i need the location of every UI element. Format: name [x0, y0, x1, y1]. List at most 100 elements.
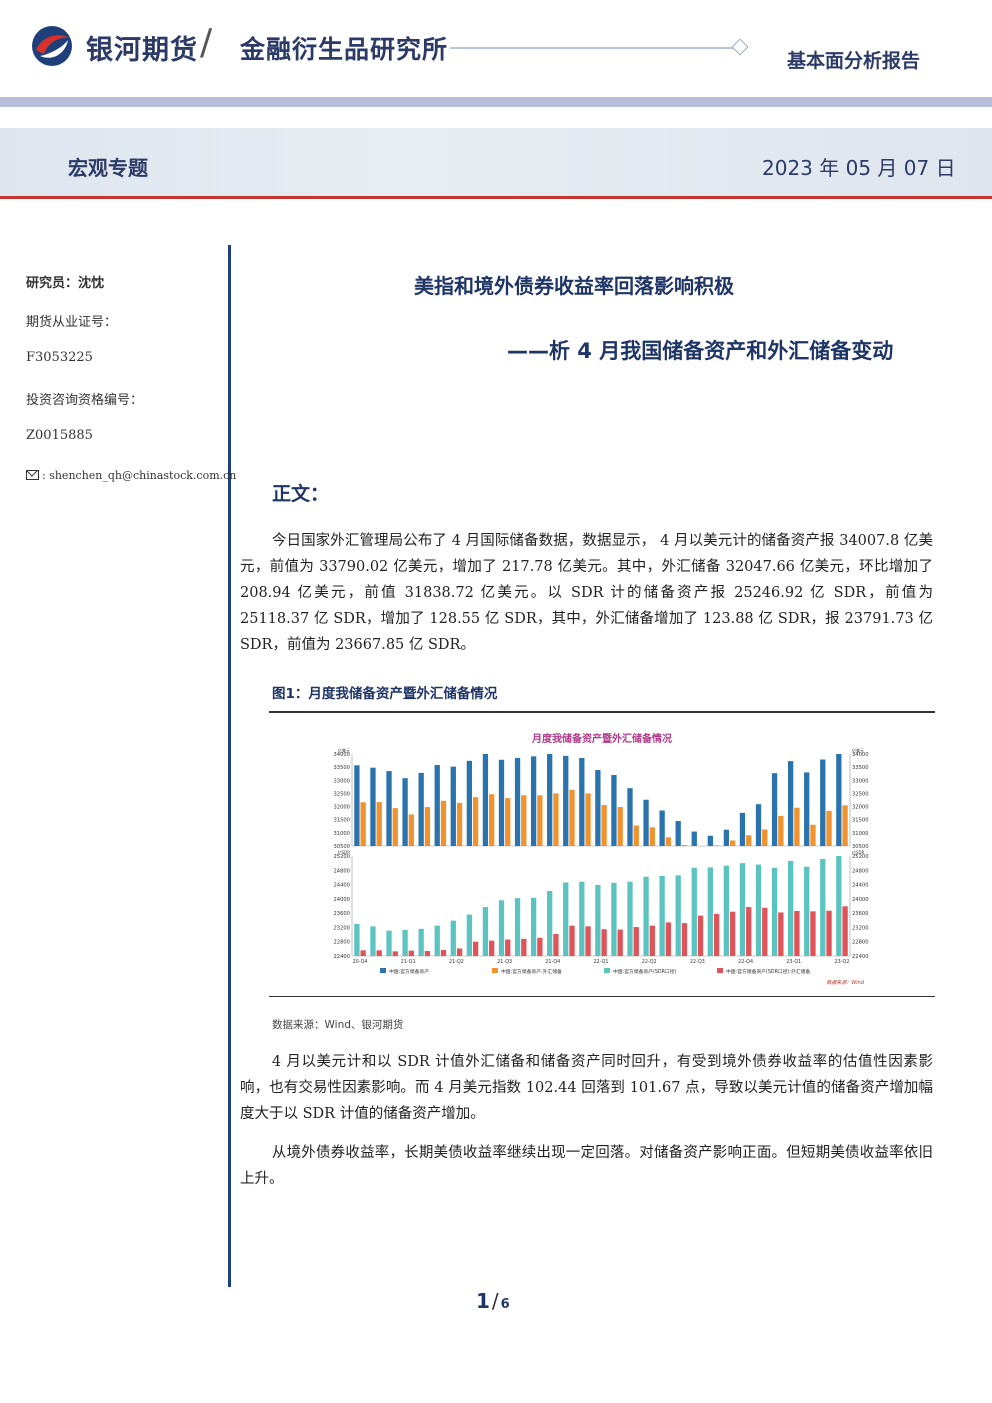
y-unit-left: 亿SDR: [338, 849, 351, 855]
bar: [681, 923, 688, 956]
bar: [482, 754, 489, 846]
y-tick-label-right: 25200: [852, 854, 869, 860]
bar: [611, 775, 617, 846]
bar: [402, 929, 408, 956]
y-tick-label-right: 24400: [852, 883, 869, 889]
bar: [617, 807, 623, 846]
header-band: [0, 128, 992, 196]
bar: [472, 797, 479, 846]
legend-label: 中国:官方储备资产(SDR口径):外汇储备: [726, 968, 810, 975]
bar: [585, 793, 591, 846]
legend-swatch: [492, 968, 498, 973]
bar: [649, 827, 655, 846]
header-rule: [450, 47, 735, 49]
bar: [489, 940, 495, 956]
bar: [617, 929, 623, 956]
header-bar: [0, 97, 992, 107]
sidebar-divider: [228, 245, 231, 1287]
bar: [707, 867, 713, 956]
bar: [505, 798, 511, 846]
y-tick-label-right: 23200: [852, 925, 869, 931]
y-tick-label: 34000: [333, 752, 350, 758]
bar: [771, 867, 778, 956]
report-category: 宏观专题: [68, 156, 148, 180]
y-tick-label: 22400: [333, 954, 350, 960]
bar: [746, 835, 752, 846]
x-tick-label: 23-Q2: [835, 959, 850, 965]
bar: [489, 794, 495, 846]
y-tick-label-right: 22800: [852, 940, 869, 946]
legend-label: 中国:官方储备资产:外汇储备: [501, 968, 562, 975]
x-tick-label: 22-Q4: [738, 959, 753, 965]
bar: [563, 882, 569, 956]
email-line: : shenchen_qh@chinastock.com.cn: [26, 469, 236, 482]
report-date: 2023 年 05 月 07 日: [762, 156, 956, 180]
y-tick-label: 32000: [333, 805, 350, 811]
mail-icon: [26, 470, 39, 480]
bar: [601, 929, 607, 956]
y-tick-label-right: 34000: [852, 752, 869, 758]
researcher-name: 研究员：沈忱: [26, 276, 105, 291]
bar: [514, 898, 521, 956]
y-tick-label-right: 30500: [852, 844, 869, 850]
bar: [482, 907, 489, 956]
x-tick-label: 20-Q4: [353, 959, 368, 965]
bar: [553, 793, 559, 846]
figure-bottom-rule: [269, 996, 935, 997]
email-link[interactable]: shenchen_qh@chinastock.com.cn: [49, 469, 237, 482]
bar: [778, 815, 784, 846]
bar: [842, 805, 848, 846]
y-tick-label: 33000: [333, 778, 350, 784]
bar: [392, 808, 398, 846]
bar: [633, 927, 639, 956]
bar: [440, 800, 447, 846]
bar: [675, 875, 681, 956]
bar: [762, 907, 768, 956]
bar: [659, 810, 665, 846]
bar: [553, 933, 559, 956]
bar: [569, 789, 575, 846]
bar: [579, 757, 585, 846]
bar: [498, 900, 505, 956]
bar: [633, 825, 639, 846]
y-tick-label: 24400: [333, 883, 350, 889]
y-tick-label-right: 32000: [852, 805, 869, 811]
bar: [794, 911, 800, 956]
y-tick-label: 25200: [333, 854, 350, 860]
bar: [755, 804, 762, 846]
brand-name: 银河期货: [86, 35, 198, 66]
bar: [408, 950, 415, 956]
y-tick-label: 32500: [333, 791, 350, 797]
institute-name: 金融衍生品研究所: [240, 35, 449, 64]
bar: [424, 807, 431, 846]
bar: [665, 837, 672, 846]
paragraph-2: 4 月以美元计和以 SDR 计值外汇储备和储备资产同时回升，有受到境外债券收益率…: [240, 1054, 933, 1122]
bar: [649, 925, 655, 956]
bar: [360, 802, 366, 846]
y-tick-label-right: 24000: [852, 897, 869, 903]
bar: [595, 770, 601, 846]
y-tick-label: 23600: [333, 911, 350, 917]
x-tick-label: 21-Q3: [497, 959, 512, 965]
header-divider: /: [200, 22, 213, 63]
bar: [547, 891, 553, 956]
legend-swatch: [604, 968, 610, 973]
bar: [739, 863, 746, 956]
bar: [643, 876, 649, 956]
bar: [675, 821, 681, 846]
bar: [569, 925, 575, 956]
chart-title: 月度我储备资产暨外汇储备情况: [531, 732, 672, 745]
bar: [820, 858, 826, 956]
bar: [376, 802, 382, 846]
bar: [440, 949, 447, 956]
legend-swatch: [717, 968, 723, 973]
bar: [370, 767, 376, 846]
bar: [392, 951, 398, 956]
bar: [514, 757, 521, 846]
bar: [810, 824, 816, 846]
report-type: 基本面分析报告: [787, 50, 921, 72]
bar: [787, 861, 794, 956]
legend-label: 中国:官方储备资产: [389, 968, 429, 975]
bar: [601, 805, 607, 846]
y-tick-label-right: 31500: [852, 818, 869, 824]
